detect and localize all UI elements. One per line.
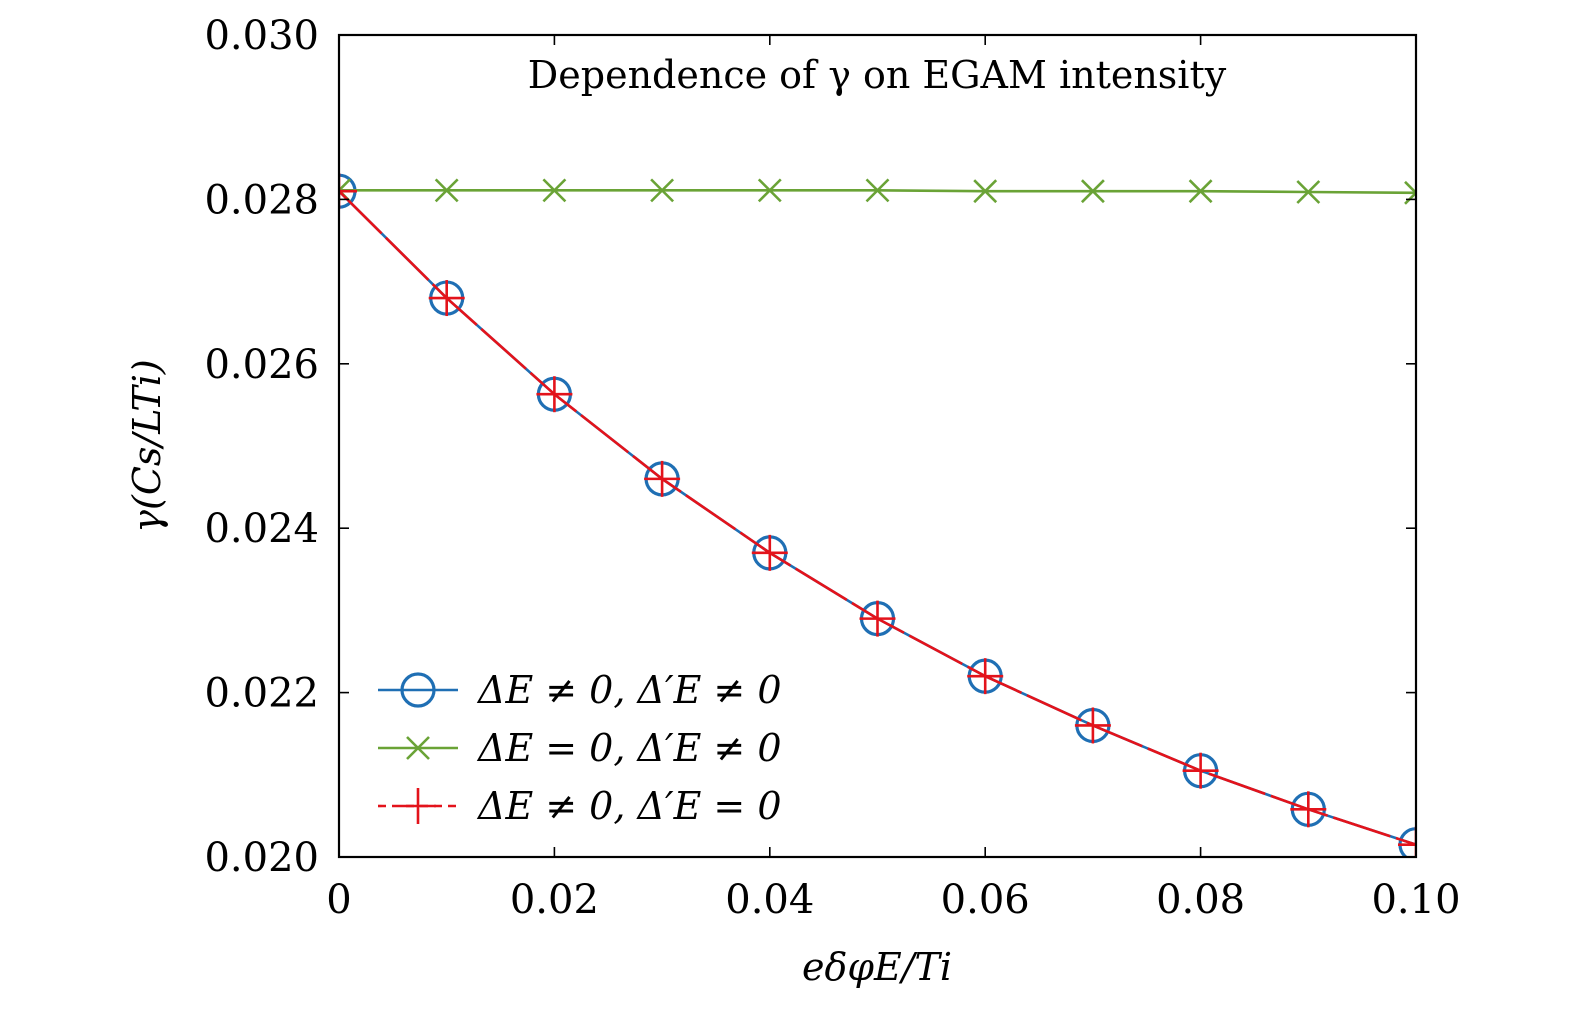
data-point-x-stroke: [973, 179, 998, 204]
data-point-x: [1080, 179, 1105, 204]
data-point-x: [650, 178, 675, 203]
data-point-plus: [859, 600, 896, 637]
y-tick-label: 0.028: [204, 177, 319, 223]
legend-entry: ΔE = 0, Δ′E ≠ 0: [378, 726, 782, 770]
y-tick-label: 0.030: [204, 13, 319, 59]
x-axis-label: eδφE/Ti: [802, 945, 952, 989]
data-point-plus: [751, 534, 788, 571]
data-point-x-stroke: [406, 736, 430, 760]
data-point-plus: [400, 788, 436, 824]
axis-ticks: 0 0.02 0.04 0.06 0.08 0.10 0.020 0.022 0.024 0.02…: [204, 13, 1460, 923]
data-point-plus: [536, 376, 573, 413]
data-point-plus: [428, 280, 465, 317]
x-tick-label: 0.06: [941, 877, 1030, 923]
data-point-x-stroke: [1188, 179, 1213, 204]
chart-title: Dependence of γ on EGAM intensity: [528, 53, 1227, 97]
legend-entry: ΔE ≠ 0, Δ′E = 0: [378, 784, 782, 828]
data-point-circle: [400, 672, 436, 708]
data-point-x: [757, 178, 782, 203]
data-point-x-stroke: [339, 178, 351, 193]
legend-label: ΔE = 0, Δ′E ≠ 0: [476, 726, 782, 770]
data-point-x: [434, 178, 459, 203]
x-tick-label: 0: [326, 877, 351, 923]
x-tick-label: 0.04: [725, 877, 814, 923]
data-point-plus: [1074, 707, 1111, 744]
y-tick-label: 0.022: [204, 671, 319, 717]
data-point-x: [973, 179, 998, 204]
legend-entry: ΔE ≠ 0, Δ′E ≠ 0: [378, 668, 782, 712]
data-point-x-stroke: [650, 178, 675, 203]
data-point-x-stroke: [757, 178, 782, 203]
y-axis-label: γ(Cs/LTi): [125, 359, 169, 532]
series-3: [339, 173, 1416, 857]
x-tick-label: 0.02: [510, 877, 599, 923]
data-point-plus: [1398, 826, 1416, 857]
data-point-x-stroke: [1080, 179, 1105, 204]
data-point-x: [406, 736, 430, 760]
data-point-x-stroke: [434, 178, 459, 203]
legend: ΔE ≠ 0, Δ′E ≠ 0 ΔE = 0, Δ′E ≠ 0 ΔE ≠ 0, Δ′…: [378, 668, 782, 828]
y-tick-label: 0.026: [204, 342, 319, 388]
plot-frame: [337, 33, 1418, 859]
data-point-plus: [1290, 791, 1327, 828]
y-tick-label: 0.024: [204, 506, 319, 552]
data-point-x-stroke: [542, 178, 567, 203]
legend-label: ΔE ≠ 0, Δ′E = 0: [476, 784, 782, 828]
data-point-x: [542, 178, 567, 203]
data-point-x-stroke: [1296, 180, 1321, 204]
x-tick-label: 0.08: [1156, 877, 1245, 923]
plot-area: [339, 173, 1416, 857]
legend-label: ΔE ≠ 0, Δ′E ≠ 0: [476, 668, 782, 712]
data-point-x: [1188, 179, 1213, 204]
data-point-x-stroke: [1404, 180, 1416, 195]
y-tick-label: 0.020: [204, 835, 319, 881]
data-point-plus: [1182, 752, 1219, 789]
data-point-x: [1296, 180, 1321, 204]
series-2: [339, 178, 1416, 205]
data-point-plus: [339, 173, 357, 210]
data-point-x: [865, 178, 890, 203]
data-point-x-stroke: [865, 178, 890, 203]
x-tick-label: 0.10: [1371, 877, 1460, 923]
data-point-plus: [644, 460, 681, 497]
data-point-plus: [967, 658, 1004, 695]
